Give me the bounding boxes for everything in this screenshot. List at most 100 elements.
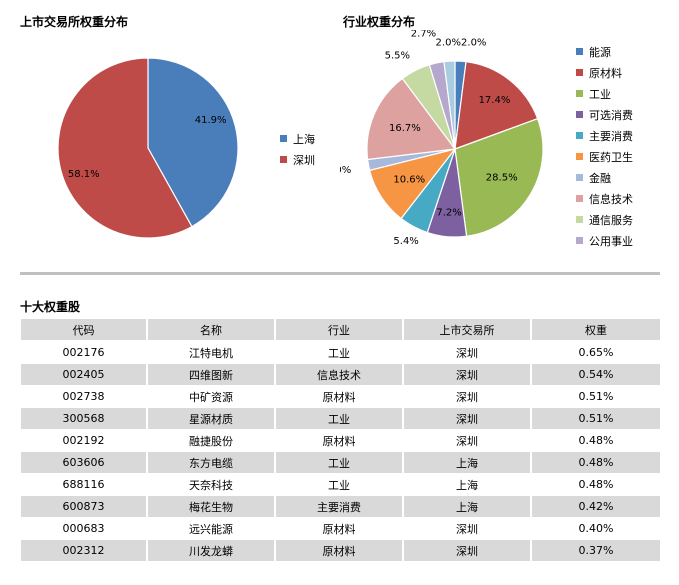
cell-code: 300568 xyxy=(21,408,148,430)
pie-data-label: 2.0% xyxy=(436,37,461,48)
cell-code: 002176 xyxy=(21,342,148,364)
legend-item: 公用事业 xyxy=(576,230,633,251)
legend-item: 通信服务 xyxy=(576,209,633,230)
legend-item: 金融 xyxy=(576,167,633,188)
legend-swatch xyxy=(576,237,583,244)
cell-weight: 0.48% xyxy=(532,452,660,474)
legend-item: 上海 xyxy=(280,128,315,149)
pie-data-label: 5.5% xyxy=(385,50,410,61)
legend-item: 主要消费 xyxy=(576,125,633,146)
cell-exchange: 上海 xyxy=(404,496,532,518)
industry-legend: 能源原材料工业可选消费 主要消费 医药卫生 金融信息技术通信服务 公用事业 xyxy=(576,41,633,251)
table-row: 002405 四维图新 信息技术 深圳 0.54% xyxy=(21,364,660,386)
cell-exchange: 深圳 xyxy=(404,386,532,408)
industry-chart-title: 行业权重分布 xyxy=(343,15,416,29)
cell-name: 东方电缆 xyxy=(148,452,276,474)
legend-swatch xyxy=(576,153,583,160)
pie-slice xyxy=(147,57,239,228)
exchange-chart-title: 上市交易所权重分布 xyxy=(20,15,129,29)
cell-industry: 原材料 xyxy=(276,386,404,408)
cell-industry: 主要消费 xyxy=(276,496,404,518)
cell-weight: 0.37% xyxy=(532,540,660,562)
cell-industry: 原材料 xyxy=(276,430,404,452)
legend-label: 能源 xyxy=(589,45,611,59)
exchange-pie-chart: 41.9% 58.1% xyxy=(57,57,239,239)
legend-item: 工业 xyxy=(576,83,633,104)
cell-industry: 原材料 xyxy=(276,518,404,540)
cell-weight: 0.48% xyxy=(532,474,660,496)
legend-label: 深圳 xyxy=(293,153,315,167)
pie-data-label: 5.4% xyxy=(393,236,418,247)
table-row: 688116 天奈科技 工业 上海 0.48% xyxy=(21,474,660,496)
cell-weight: 0.40% xyxy=(532,518,660,540)
legend-label: 信息技术 xyxy=(589,192,633,206)
cell-weight: 0.54% xyxy=(532,364,660,386)
legend-swatch xyxy=(576,111,583,118)
cell-weight: 0.42% xyxy=(532,496,660,518)
legend-swatch xyxy=(576,69,583,76)
header-code: 代码 xyxy=(21,319,148,342)
legend-item: 医药卫生 xyxy=(576,146,633,167)
cell-code: 000683 xyxy=(21,518,148,540)
pie-slice xyxy=(443,60,456,150)
cell-industry: 工业 xyxy=(276,452,404,474)
exchange-legend: 上海 深圳 xyxy=(280,128,315,170)
cell-exchange: 深圳 xyxy=(404,364,532,386)
cell-industry: 信息技术 xyxy=(276,364,404,386)
pie-data-label: 58.1% xyxy=(68,169,100,180)
cell-name: 天奈科技 xyxy=(148,474,276,496)
header-industry: 行业 xyxy=(276,319,404,342)
cell-code: 688116 xyxy=(21,474,148,496)
cell-code: 603606 xyxy=(21,452,148,474)
table-row: 300568 星源材质 工业 深圳 0.51% xyxy=(21,408,660,430)
cell-code: 002405 xyxy=(21,364,148,386)
table-row: 002738 中矿资源 原材料 深圳 0.51% xyxy=(21,386,660,408)
cell-name: 融捷股份 xyxy=(148,430,276,452)
pie-slice xyxy=(57,57,193,239)
pie-slice xyxy=(366,77,457,161)
cell-name: 星源材质 xyxy=(148,408,276,430)
section-divider xyxy=(20,272,660,275)
legend-item: 原材料 xyxy=(576,62,633,83)
legend-item: 可选消费 xyxy=(576,104,633,125)
pie-data-label: 2.0% xyxy=(340,165,351,176)
legend-swatch xyxy=(280,156,287,163)
cell-exchange: 上海 xyxy=(404,474,532,496)
pie-data-label: 41.9% xyxy=(195,115,227,126)
cell-exchange: 深圳 xyxy=(404,342,532,364)
legend-swatch xyxy=(576,195,583,202)
legend-swatch xyxy=(576,174,583,181)
pie-slice xyxy=(454,61,539,150)
table-row: 002192 融捷股份 原材料 深圳 0.48% xyxy=(21,430,660,452)
cell-exchange: 深圳 xyxy=(404,408,532,430)
cell-industry: 原材料 xyxy=(276,540,404,562)
legend-item: 信息技术 xyxy=(576,188,633,209)
pie-data-label: 28.5% xyxy=(486,173,518,184)
cell-name: 梅花生物 xyxy=(148,496,276,518)
pie-data-label: 2.7% xyxy=(411,30,436,39)
cell-name: 中矿资源 xyxy=(148,386,276,408)
top10-table: 代码 名称 行业 上市交易所 权重 002176 江特电机 工业 深圳 0.65% 002… xyxy=(21,319,660,562)
industry-pie-chart: 2.0% 17.4% 28.5% 7.2% 5.4% 10.6% 2.0% 16.7% 5.5%… xyxy=(340,30,544,247)
cell-weight: 0.65% xyxy=(532,342,660,364)
legend-swatch xyxy=(576,90,583,97)
legend-label: 工业 xyxy=(589,87,611,101)
cell-weight: 0.51% xyxy=(532,408,660,430)
legend-label: 上海 xyxy=(293,132,315,146)
pie-data-label: 17.4% xyxy=(479,95,511,106)
header-exchange: 上市交易所 xyxy=(404,319,532,342)
legend-label: 原材料 xyxy=(589,66,622,80)
cell-code: 002738 xyxy=(21,386,148,408)
header-weight: 权重 xyxy=(532,319,660,342)
cell-exchange: 上海 xyxy=(404,452,532,474)
legend-item: 深圳 xyxy=(280,149,315,170)
cell-weight: 0.51% xyxy=(532,386,660,408)
cell-exchange: 深圳 xyxy=(404,518,532,540)
cell-weight: 0.48% xyxy=(532,430,660,452)
legend-swatch xyxy=(576,216,583,223)
pie-data-label: 10.6% xyxy=(393,174,425,185)
cell-name: 远兴能源 xyxy=(148,518,276,540)
table-row: 002312 川发龙蟒 原材料 深圳 0.37% xyxy=(21,540,660,562)
legend-item: 能源 xyxy=(576,41,633,62)
top10-title: 十大权重股 xyxy=(20,300,81,314)
